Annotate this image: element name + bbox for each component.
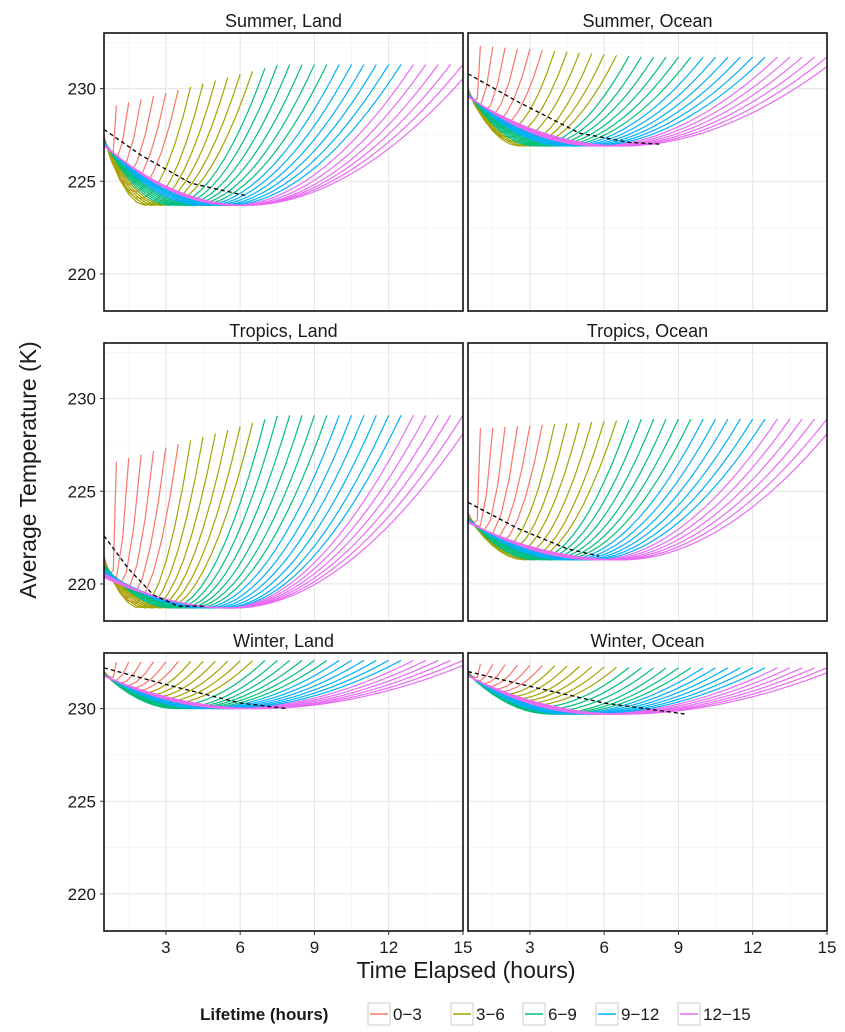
series-line bbox=[468, 56, 729, 147]
series-line bbox=[468, 418, 704, 561]
series-line bbox=[468, 56, 803, 147]
panel-border bbox=[467, 652, 828, 932]
series-line bbox=[104, 440, 192, 608]
x-tick-label: 9 bbox=[674, 938, 683, 957]
panel-title: Tropics, Land bbox=[229, 321, 337, 341]
panel-border bbox=[467, 32, 828, 312]
series-line bbox=[104, 80, 216, 206]
y-tick-label: 225 bbox=[68, 482, 96, 501]
panel-title: Winter, Ocean bbox=[590, 631, 704, 651]
panel: Tropics, Land 220 225 230 bbox=[68, 321, 464, 622]
series-line bbox=[104, 64, 377, 206]
panel-border bbox=[467, 342, 828, 622]
x-tick-label: 6 bbox=[599, 938, 608, 957]
y-tick-label: 220 bbox=[68, 575, 96, 594]
legend-label: 9−12 bbox=[621, 1005, 659, 1024]
panel-background bbox=[104, 343, 463, 621]
series-line bbox=[468, 65, 827, 147]
panel-title: Winter, Land bbox=[233, 631, 334, 651]
panel: Winter, Land 220 225 230 3 6 9 12 15 bbox=[68, 631, 473, 957]
x-tick-label: 15 bbox=[818, 938, 837, 957]
panel-background bbox=[468, 33, 827, 311]
series-line bbox=[104, 64, 427, 206]
series-line bbox=[104, 664, 463, 710]
panel: Summer, Ocean bbox=[467, 11, 828, 312]
mean-curve bbox=[104, 128, 248, 197]
panel-border bbox=[103, 652, 464, 932]
y-tick-label: 220 bbox=[68, 885, 96, 904]
series-line bbox=[468, 56, 791, 147]
series-line bbox=[468, 672, 827, 715]
x-tick-label: 6 bbox=[235, 938, 244, 957]
panel: Tropics, Ocean bbox=[467, 321, 828, 622]
series-line bbox=[104, 64, 353, 206]
series-line bbox=[104, 77, 463, 206]
panel-border bbox=[103, 342, 464, 622]
x-tick-label: 9 bbox=[310, 938, 319, 957]
series-line bbox=[104, 415, 303, 609]
series-line bbox=[468, 418, 717, 561]
series-line bbox=[104, 432, 463, 609]
series-line bbox=[104, 64, 402, 206]
series-line bbox=[104, 415, 328, 609]
series-line bbox=[104, 415, 291, 609]
series-line bbox=[468, 418, 766, 561]
panel-title: Summer, Land bbox=[225, 11, 342, 31]
series-line bbox=[468, 56, 816, 147]
panel-title: Tropics, Ocean bbox=[587, 321, 708, 341]
panel: Summer, Land 220 225 230 bbox=[68, 11, 464, 312]
panel: Winter, Ocean 3 6 9 12 15 bbox=[467, 631, 837, 957]
series-line bbox=[468, 56, 766, 147]
series-line bbox=[104, 64, 365, 206]
legend-label: 12−15 bbox=[703, 1005, 751, 1024]
x-axis-label: Time Elapsed (hours) bbox=[356, 957, 575, 983]
x-tick-label: 3 bbox=[525, 938, 534, 957]
y-tick-label: 230 bbox=[68, 390, 96, 409]
legend-title: Lifetime (hours) bbox=[200, 1005, 328, 1024]
series-line bbox=[104, 64, 414, 206]
series-line bbox=[468, 418, 754, 561]
series-line bbox=[104, 415, 278, 609]
y-axis-label: Average Temperature (K) bbox=[15, 341, 41, 598]
x-tick-label: 15 bbox=[454, 938, 473, 957]
legend-label: 6−9 bbox=[548, 1005, 577, 1024]
panel-background bbox=[468, 343, 827, 621]
mean-curve bbox=[468, 73, 662, 145]
series-line bbox=[468, 432, 827, 561]
series-line bbox=[468, 418, 741, 561]
legend-label: 0−3 bbox=[393, 1005, 422, 1024]
legend: Lifetime (hours) 0−3 3−6 6−9 9−12 12−15 bbox=[200, 1002, 751, 1026]
y-tick-label: 220 bbox=[68, 265, 96, 284]
series-line bbox=[104, 415, 316, 609]
series-line bbox=[468, 56, 778, 147]
series-line bbox=[104, 64, 390, 206]
panel-title: Summer, Ocean bbox=[582, 11, 712, 31]
series-line bbox=[468, 56, 754, 147]
y-tick-label: 230 bbox=[68, 700, 96, 719]
x-tick-label: 3 bbox=[161, 938, 170, 957]
series-line bbox=[468, 418, 729, 561]
y-tick-label: 230 bbox=[68, 80, 96, 99]
series-line bbox=[104, 64, 340, 206]
y-tick-label: 225 bbox=[68, 792, 96, 811]
x-tick-label: 12 bbox=[379, 938, 398, 957]
mean-curve bbox=[104, 667, 288, 710]
legend-label: 3−6 bbox=[476, 1005, 505, 1024]
panel-border bbox=[103, 32, 464, 312]
mean-curve bbox=[104, 535, 206, 607]
x-tick-label: 12 bbox=[743, 938, 762, 957]
mean-curve bbox=[468, 670, 686, 715]
series-line bbox=[468, 56, 827, 147]
series-line bbox=[468, 56, 741, 147]
y-tick-label: 225 bbox=[68, 172, 96, 191]
